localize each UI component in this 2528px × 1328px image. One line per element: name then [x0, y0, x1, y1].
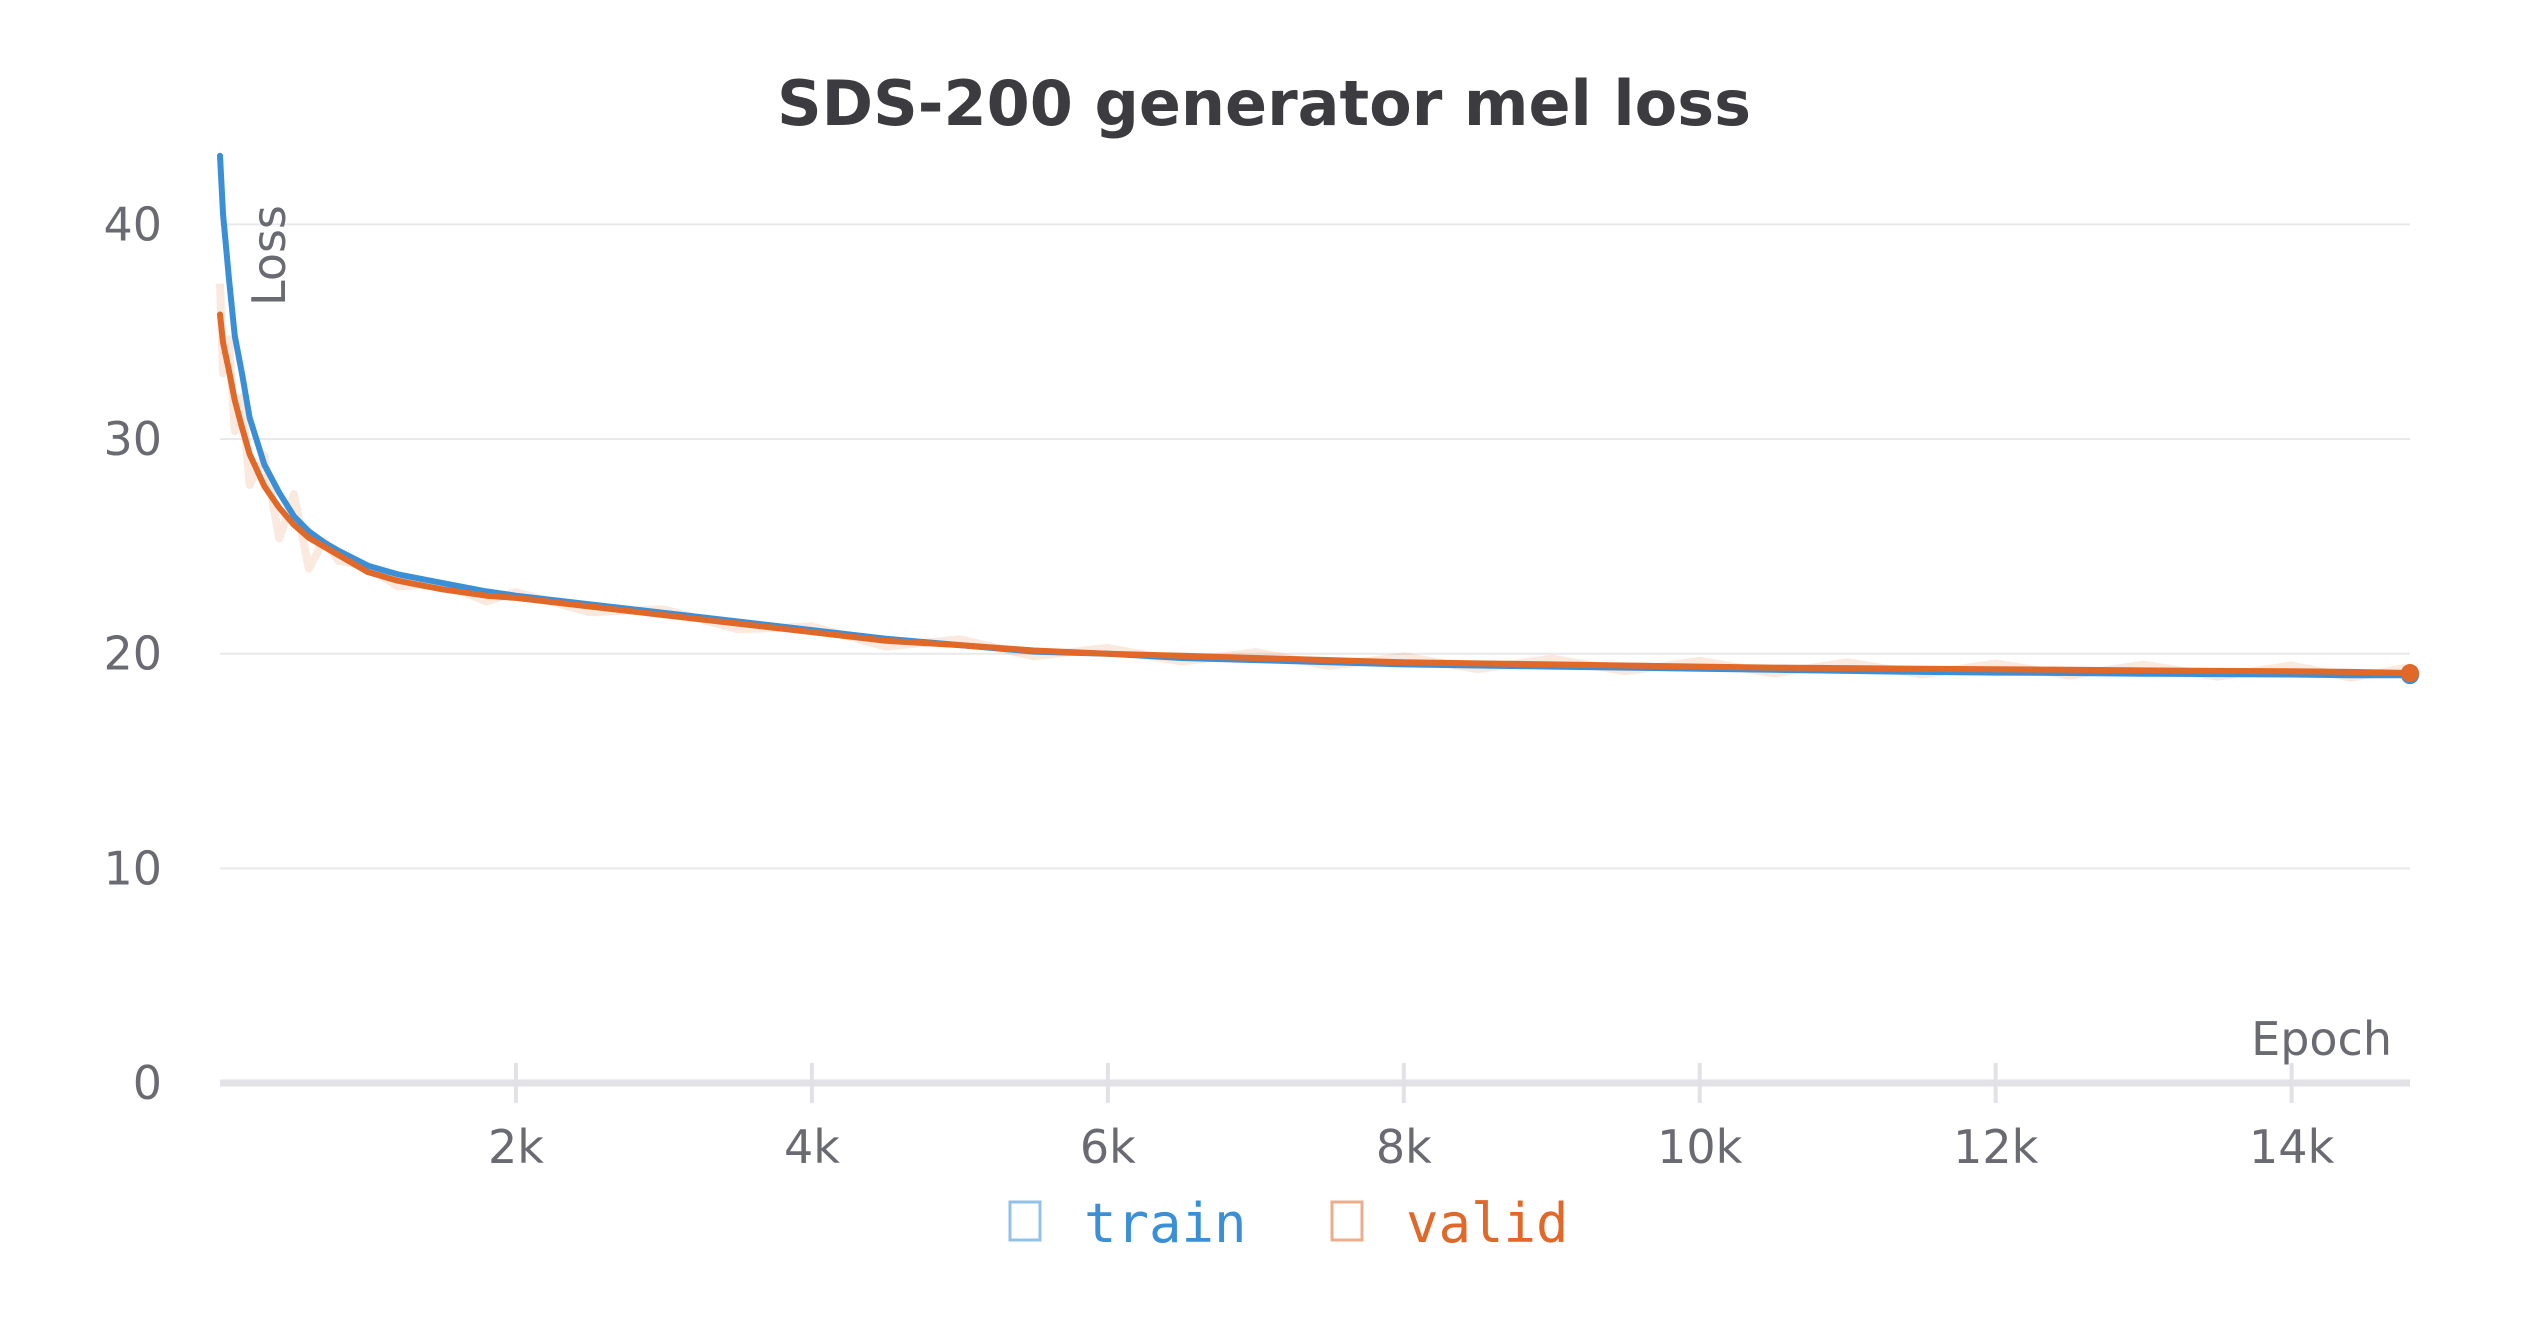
legend-swatch-valid	[1330, 1200, 1364, 1242]
y-axis-label: Loss	[242, 205, 296, 306]
legend-label-valid: valid	[1406, 1192, 1569, 1255]
x-tick-label: 14k	[2249, 1120, 2335, 1174]
x-axis-ticks: 2k 4k 6k 8k 10k 12k 14k	[488, 1063, 2335, 1174]
legend-swatch-train	[1008, 1200, 1042, 1242]
x-tick-label: 6k	[1080, 1120, 1136, 1174]
y-tick-label: 20	[103, 627, 162, 681]
series-layer	[216, 152, 2419, 685]
x-tick-label: 8k	[1376, 1120, 1432, 1174]
x-axis-label: Epoch	[2251, 1012, 2392, 1066]
y-tick-label: 0	[133, 1056, 162, 1110]
y-tick-label: 40	[103, 197, 162, 251]
x-tick-label: 12k	[1953, 1120, 2039, 1174]
chart-title: SDS-200 generator mel loss	[777, 67, 1751, 140]
x-tick-label: 4k	[784, 1120, 840, 1174]
y-tick-label: 10	[103, 841, 162, 895]
series-endpoint-valid	[2401, 664, 2419, 683]
y-tick-label: 30	[103, 412, 162, 466]
series-line-train	[217, 152, 2413, 679]
y-axis-ticks: 0 10 20 30 40	[103, 197, 162, 1110]
gridlines	[220, 223, 2410, 1087]
x-tick-label: 2k	[488, 1120, 544, 1174]
x-tick-label: 10k	[1657, 1120, 1743, 1174]
legend-label-train: train	[1084, 1192, 1247, 1255]
series-raw-band	[216, 283, 2411, 682]
legend: train valid	[1008, 1192, 1569, 1255]
series-line-valid	[217, 311, 2413, 676]
